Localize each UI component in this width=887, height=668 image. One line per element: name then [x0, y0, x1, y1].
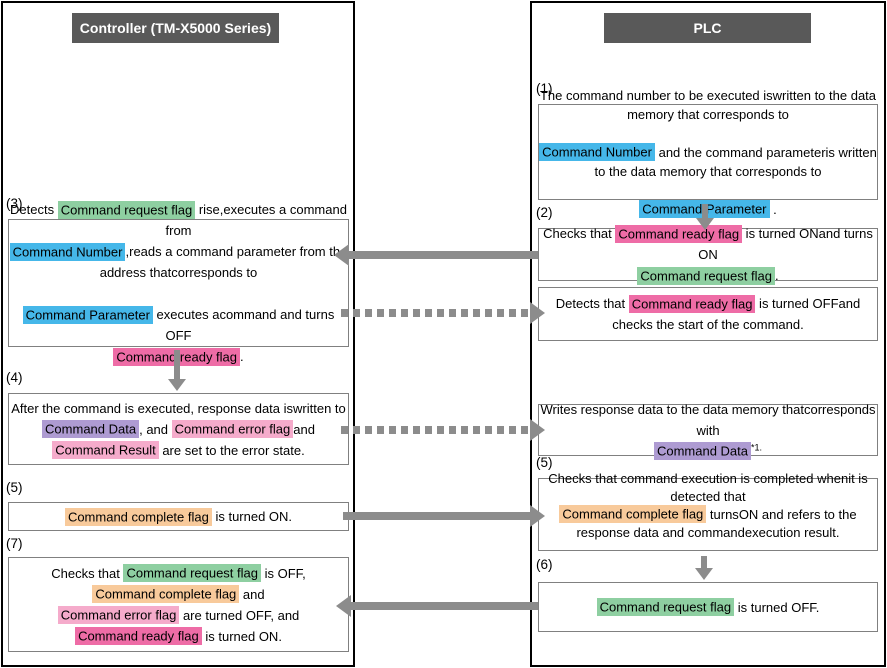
controller-header: Controller (TM-X5000 Series)	[72, 13, 279, 43]
step-label-2: (2)	[536, 205, 553, 220]
controller-box-5-text: Command complete flag is turned ON.	[64, 506, 292, 527]
plc-box-2-text: Checks that Command ready flag is turned…	[543, 224, 873, 285]
down-arrow-shaft	[702, 204, 708, 219]
step-label-5-controller: (5)	[6, 480, 23, 495]
solid-arrow-shaft	[343, 512, 531, 520]
plc-box-ready-off-text: Detects that Command ready flag is turne…	[555, 294, 861, 332]
step-label-3: (3)	[6, 196, 23, 211]
plc-box-5: Checks that command execution is complet…	[538, 471, 878, 551]
plc-header: PLC	[604, 13, 811, 43]
controller-box-7: Checks that Command request flag is OFF,…	[8, 557, 349, 652]
controller-box-7-text: Checks that Command request flag is OFF,…	[51, 564, 306, 645]
down-arrow-shaft	[174, 350, 180, 380]
controller-box-3: Detects Command request flag rise,execut…	[8, 200, 349, 366]
plc-box-5-text: Checks that command execution is complet…	[548, 470, 868, 540]
dotted-arrow-shaft	[341, 426, 531, 434]
down-arrow-shaft	[701, 556, 707, 569]
plc-box-6: Command request flag is turned OFF.	[538, 582, 878, 632]
plc-box-2: Checks that Command ready flag is turned…	[538, 224, 878, 285]
plc-box-ready-off: Detects that Command ready flag is turne…	[538, 287, 878, 341]
step-label-1: (1)	[536, 81, 553, 96]
plc-box-6-text: Command request flag is turned OFF.	[596, 597, 819, 618]
controller-box-4-text: After the command is executed, response …	[11, 400, 346, 459]
arrow-right-icon	[530, 419, 545, 441]
dotted-arrow-shaft	[341, 309, 531, 317]
controller-box-5: Command complete flag is turned ON.	[8, 502, 349, 531]
plc-box-writes-text: Writes response data to the data memory …	[540, 401, 876, 460]
plc-box-1: The command number to be executed iswrit…	[538, 88, 878, 218]
plc-title: PLC	[693, 20, 722, 36]
plc-box-writes: Writes response data to the data memory …	[538, 402, 878, 460]
controller-box-3-text: Detects Command request flag rise,execut…	[9, 200, 348, 366]
step-label-7: (7)	[6, 536, 23, 551]
plc-box-1-text: The command number to be executed iswrit…	[539, 87, 877, 218]
controller-title: Controller (TM-X5000 Series)	[79, 20, 272, 36]
arrow-right-icon	[530, 302, 545, 324]
solid-arrow-shaft	[348, 251, 538, 259]
step-label-4: (4)	[6, 370, 23, 385]
arrow-left-icon	[336, 595, 351, 617]
arrow-right-icon	[530, 505, 545, 527]
solid-arrow-shaft	[350, 602, 538, 610]
arrow-left-icon	[334, 244, 349, 266]
step-label-5-plc: (5)	[536, 455, 553, 470]
arrow-down-icon	[695, 568, 713, 580]
step-label-6: (6)	[536, 557, 553, 572]
arrow-down-icon	[696, 218, 714, 230]
arrow-down-icon	[168, 379, 186, 391]
controller-box-4: After the command is executed, response …	[8, 393, 349, 465]
